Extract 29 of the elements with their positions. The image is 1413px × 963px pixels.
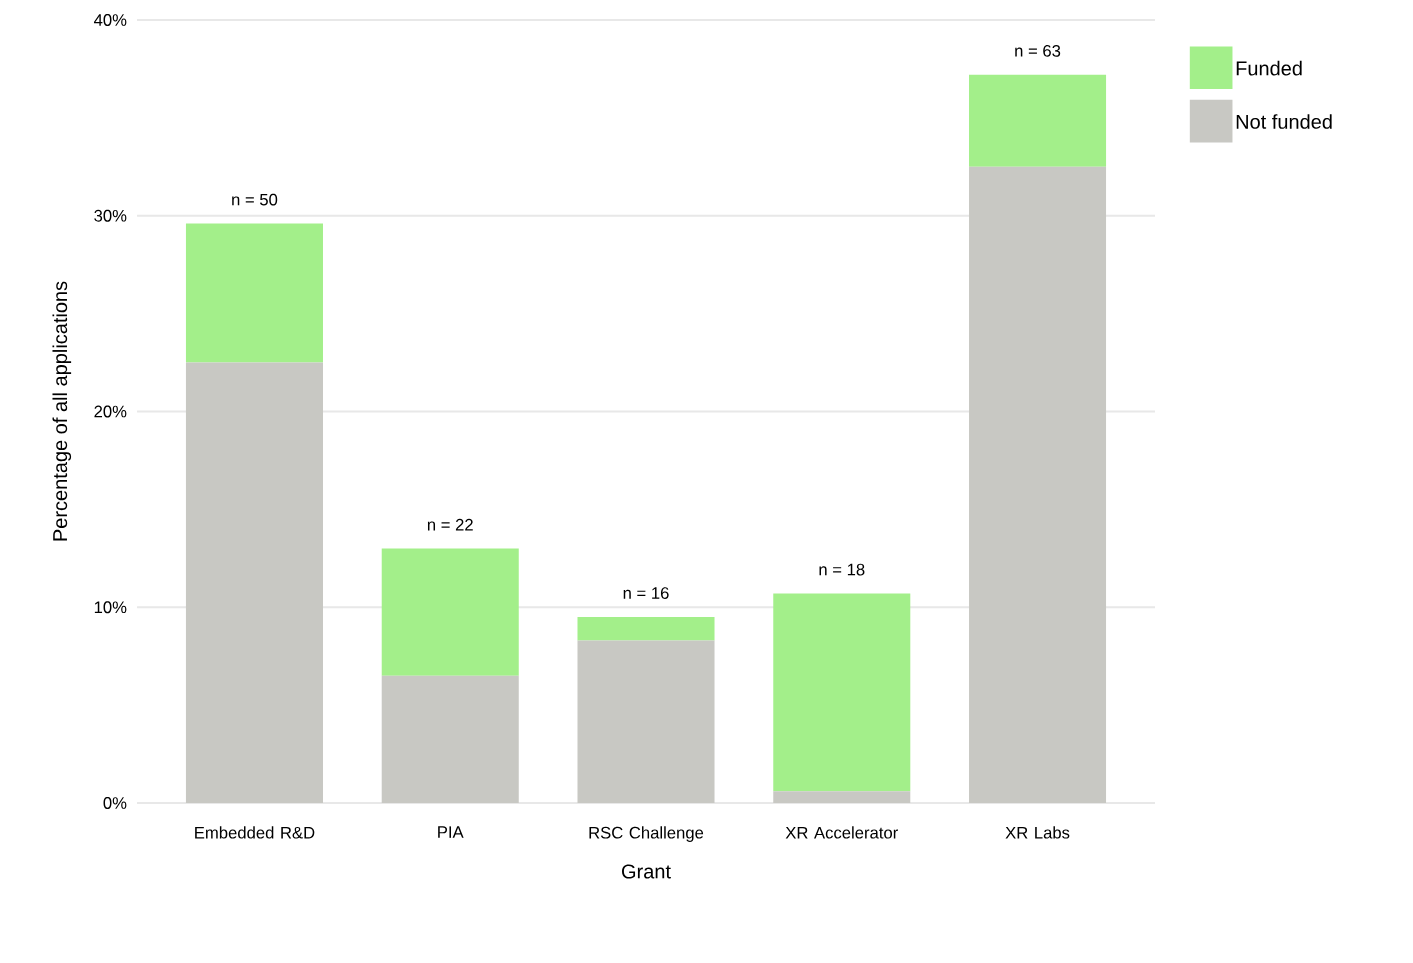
y-tick-label: 0% (103, 797, 127, 809)
x-tick-label: XR Accelerator (785, 826, 898, 839)
y-tick-label: 10% (94, 601, 127, 614)
bar (185, 362, 323, 803)
bar (577, 640, 715, 803)
x-axis-title: Grant (622, 864, 671, 879)
annotation: n = 16 (623, 587, 669, 599)
y-tick-label: 20% (94, 405, 127, 418)
bar (185, 223, 323, 363)
legend-label: Funded (1236, 60, 1302, 76)
annotation: n = 22 (427, 518, 473, 531)
annotation: n = 50 (232, 193, 278, 206)
x-tick-label: XR Labs (1005, 826, 1070, 839)
bar (969, 166, 1107, 803)
y-tick-label: 30% (94, 209, 127, 222)
bar (577, 617, 715, 641)
y-tick-label: 40% (93, 14, 127, 26)
bar (773, 791, 911, 803)
bar (381, 548, 519, 676)
x-tick-label: RSC Challenge (589, 826, 704, 842)
x-tick-label: Embedded R&D (195, 826, 315, 839)
bar (773, 593, 911, 792)
legend-label: Not funded (1236, 114, 1332, 129)
annotation: n = 18 (819, 563, 865, 576)
y-axis-title: Percentage of all applications (52, 281, 72, 541)
x-tick-label: PIA (438, 826, 464, 838)
bar (969, 74, 1107, 167)
bar (381, 675, 519, 803)
annotation: n = 63 (1015, 44, 1061, 57)
